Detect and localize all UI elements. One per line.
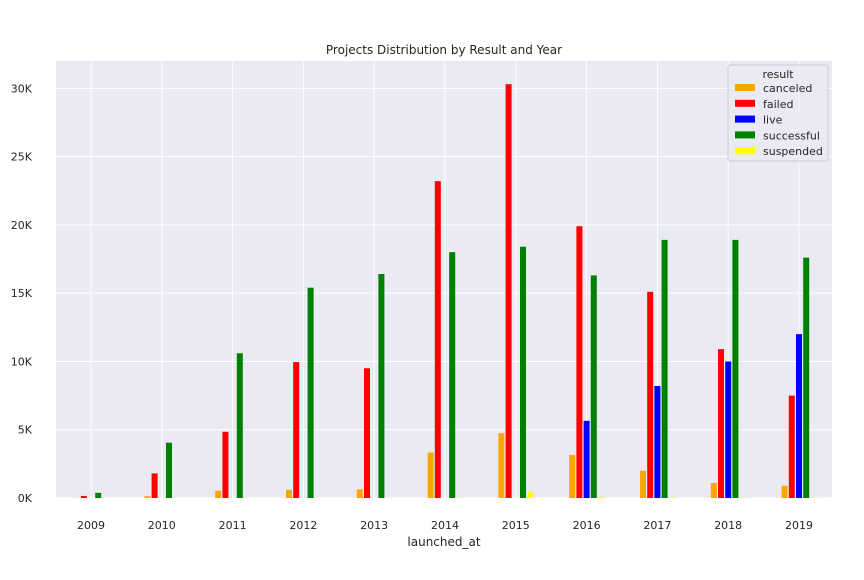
chart-title: Projects Distribution by Result and Year xyxy=(326,43,562,57)
legend-label-live: live xyxy=(763,114,783,127)
bar-suspended-2016[interactable] xyxy=(598,497,604,498)
x-tick-label: 2009 xyxy=(77,519,105,532)
x-tick-label: 2010 xyxy=(148,519,176,532)
bar-successful-2009[interactable] xyxy=(95,493,101,498)
legend-label-failed: failed xyxy=(763,98,793,111)
y-tick-label: 0K xyxy=(18,492,33,505)
bar-successful-2013[interactable] xyxy=(378,274,384,498)
bar-live-2018[interactable] xyxy=(725,361,731,498)
y-tick-label: 10K xyxy=(11,355,33,368)
bar-canceled-2019[interactable] xyxy=(782,486,788,498)
bar-canceled-2013[interactable] xyxy=(357,489,363,498)
bar-canceled-2014[interactable] xyxy=(428,453,434,498)
x-tick-label: 2017 xyxy=(643,519,671,532)
x-tick-labels: 2009 2010 2011 2012 2013 2014 2015 2016 2017 2018… xyxy=(77,519,813,532)
y-tick-labels: 0K 5K 10K 15K 20K 25K 30K xyxy=(11,82,33,505)
bar-canceled-2016[interactable] xyxy=(569,455,575,498)
bar-live-2016[interactable] xyxy=(584,421,590,498)
bar-canceled-2012[interactable] xyxy=(286,490,292,498)
bar-canceled-2018[interactable] xyxy=(711,483,717,498)
bar-failed-2011[interactable] xyxy=(222,432,228,498)
x-tick-label: 2011 xyxy=(219,519,247,532)
bar-failed-2015[interactable] xyxy=(506,84,512,498)
legend-swatch-canceled xyxy=(735,84,755,91)
x-tick-label: 2012 xyxy=(289,519,317,532)
bar-canceled-2015[interactable] xyxy=(498,433,504,498)
bar-failed-2010[interactable] xyxy=(152,473,158,498)
bar-failed-2018[interactable] xyxy=(718,349,724,498)
bar-canceled-2010[interactable] xyxy=(144,496,150,498)
bar-successful-2016[interactable] xyxy=(591,275,597,498)
bar-suspended-2015[interactable] xyxy=(527,492,533,498)
legend-swatch-suspended xyxy=(735,147,755,154)
x-tick-label: 2018 xyxy=(714,519,742,532)
y-tick-label: 30K xyxy=(11,82,33,95)
x-tick-label: 2014 xyxy=(431,519,459,532)
bar-failed-2016[interactable] xyxy=(576,226,582,498)
legend[interactable]: result canceled failed live successful suspe… xyxy=(728,65,828,161)
legend-label-successful: successful xyxy=(763,129,820,142)
legend-label-suspended: suspended xyxy=(763,145,823,158)
bar-successful-2014[interactable] xyxy=(449,252,455,498)
bar-successful-2010[interactable] xyxy=(166,443,172,498)
bar-successful-2019[interactable] xyxy=(803,258,809,498)
bar-failed-2012[interactable] xyxy=(293,362,299,498)
bar-canceled-2017[interactable] xyxy=(640,471,646,498)
legend-swatch-failed xyxy=(735,100,755,107)
bar-successful-2017[interactable] xyxy=(662,240,668,498)
bar-live-2017[interactable] xyxy=(654,386,660,498)
bar-failed-2009[interactable] xyxy=(81,496,87,498)
x-axis-label: launched_at xyxy=(407,535,480,549)
bar-successful-2012[interactable] xyxy=(308,288,314,498)
bar-failed-2019[interactable] xyxy=(789,396,795,498)
bar-failed-2013[interactable] xyxy=(364,368,370,498)
x-tick-label: 2019 xyxy=(785,519,813,532)
y-tick-label: 25K xyxy=(11,151,33,164)
x-tick-label: 2016 xyxy=(573,519,601,532)
bar-successful-2011[interactable] xyxy=(237,353,243,498)
plot-background xyxy=(56,61,832,498)
legend-title: result xyxy=(762,68,794,81)
bar-failed-2017[interactable] xyxy=(647,292,653,498)
bar-successful-2018[interactable] xyxy=(732,240,738,498)
x-tick-label: 2015 xyxy=(502,519,530,532)
bar-suspended-2017[interactable] xyxy=(669,497,675,498)
y-tick-label: 15K xyxy=(11,287,33,300)
bar-failed-2014[interactable] xyxy=(435,181,441,498)
legend-swatch-successful xyxy=(735,131,755,138)
x-tick-label: 2013 xyxy=(360,519,388,532)
y-tick-label: 20K xyxy=(11,219,33,232)
legend-swatch-live xyxy=(735,116,755,123)
bar-canceled-2011[interactable] xyxy=(215,491,221,498)
bar-successful-2015[interactable] xyxy=(520,247,526,498)
y-tick-label: 5K xyxy=(18,424,33,437)
legend-label-canceled: canceled xyxy=(763,82,812,95)
bar-live-2019[interactable] xyxy=(796,334,802,498)
